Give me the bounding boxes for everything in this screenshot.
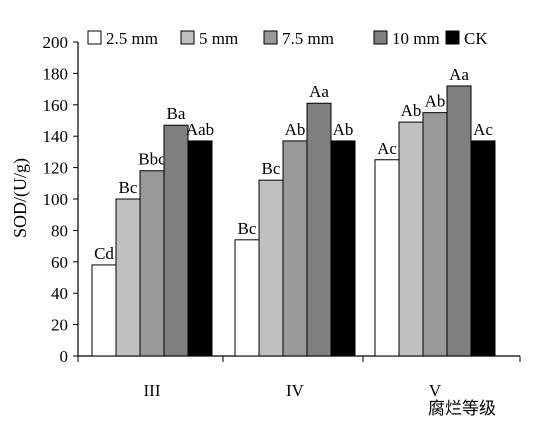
bar-data-label: Ba <box>167 104 186 123</box>
y-tick-label: 20 <box>51 316 68 335</box>
legend-swatch <box>445 30 460 45</box>
bar-data-label: Ac <box>473 120 493 139</box>
legend-swatch <box>373 30 388 45</box>
y-tick-label: 140 <box>43 127 69 146</box>
x-tick-label: V <box>429 381 442 400</box>
bar-data-label: Aa <box>449 65 469 84</box>
legend-swatch <box>87 30 102 45</box>
y-tick-label: 0 <box>60 347 69 366</box>
bar-data-label: Ab <box>425 92 446 111</box>
y-axis-label: SOD/(U/g) <box>10 158 31 238</box>
bar-data-label: Ab <box>285 120 306 139</box>
bar <box>422 112 448 357</box>
bar <box>374 159 400 357</box>
y-tick-label: 120 <box>43 159 69 178</box>
bar-data-label: Cd <box>94 244 114 263</box>
x-tick-label: III <box>144 381 161 400</box>
y-tick-label: 100 <box>43 190 69 209</box>
legend-swatch <box>180 30 195 45</box>
bar-data-label: Bc <box>262 159 281 178</box>
bar <box>330 140 356 357</box>
bar-data-label: Ac <box>377 139 397 158</box>
legend: 2.5 mm 5 mm 7.5 mm 10 mm CK <box>87 29 488 48</box>
y-tick-label: 40 <box>51 284 68 303</box>
x-tick-label: IV <box>286 381 305 400</box>
legend-swatch <box>263 30 278 45</box>
y-tick-label: 60 <box>51 253 68 272</box>
plot-area: 020406080100120140160180200CdBcBbcBaAabI… <box>43 33 521 400</box>
x-axis-label: 腐烂等级 <box>428 399 496 419</box>
legend-label: 5 mm <box>199 29 238 48</box>
bar-data-label: Ab <box>401 101 422 120</box>
bar <box>91 264 117 357</box>
legend-label: 10 mm <box>392 29 440 48</box>
bar-data-label: Bc <box>119 178 138 197</box>
legend-label: CK <box>464 29 488 48</box>
bar <box>234 239 260 357</box>
y-tick-label: 160 <box>43 96 69 115</box>
bar <box>139 170 165 357</box>
bar <box>115 198 141 357</box>
bar-data-label: Bbc <box>138 150 166 169</box>
legend-label: 2.5 mm <box>106 29 158 48</box>
y-tick-label: 180 <box>43 64 69 83</box>
bar <box>282 140 308 357</box>
bar <box>163 124 189 357</box>
bar-data-label: Aab <box>186 120 214 139</box>
legend-label: 7.5 mm <box>282 29 334 48</box>
y-tick-label: 80 <box>51 221 68 240</box>
bar <box>306 102 332 357</box>
bar <box>258 179 284 357</box>
bar-data-label: Aa <box>309 82 329 101</box>
bar <box>187 140 213 357</box>
bar <box>470 140 496 357</box>
bar <box>398 121 424 357</box>
bar-data-label: Ab <box>333 120 354 139</box>
bar <box>446 85 472 357</box>
y-tick-label: 200 <box>43 33 69 52</box>
bar-data-label: Bc <box>238 219 257 238</box>
